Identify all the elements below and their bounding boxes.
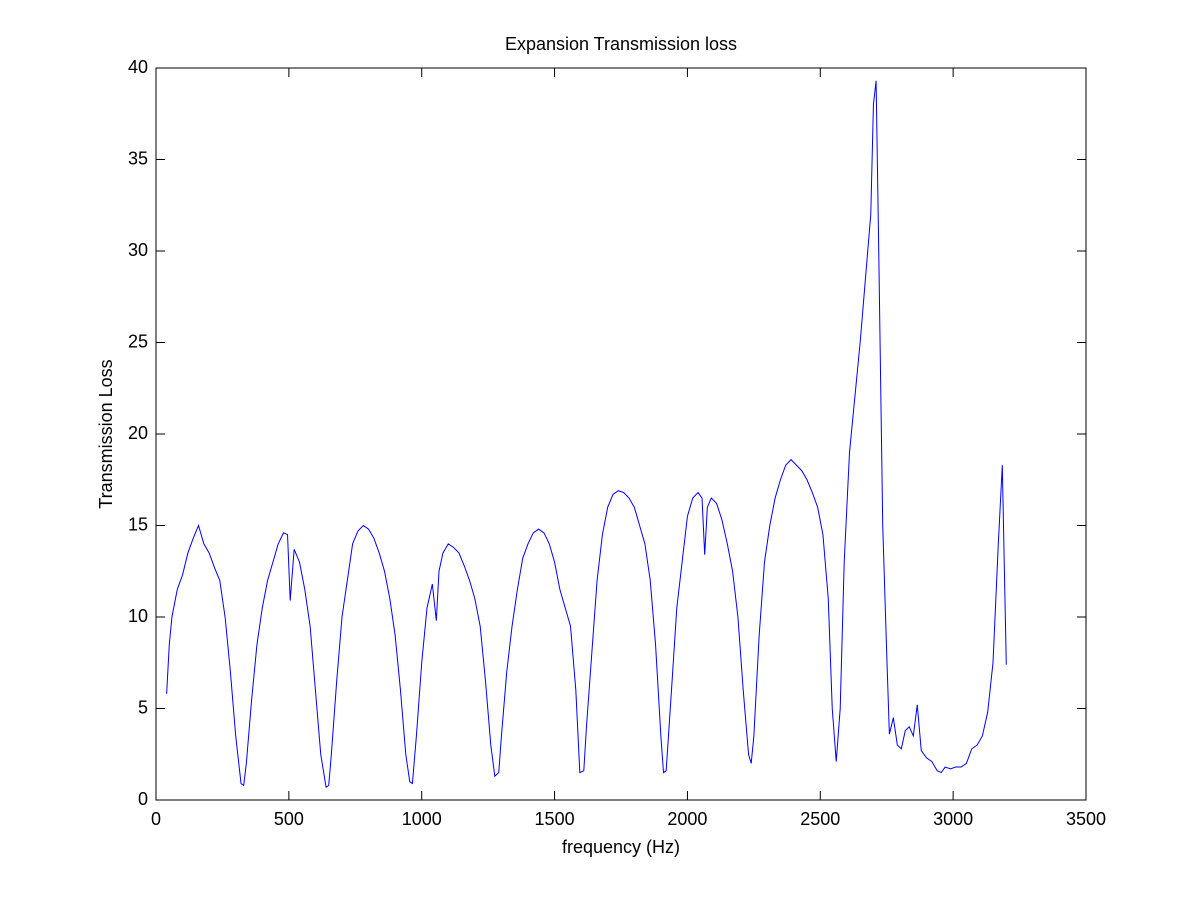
- data-line: [166, 80, 1007, 789]
- x-tick-label: 1500: [535, 809, 575, 829]
- x-tick-label: 3000: [933, 809, 973, 829]
- x-tick-label: 3500: [1066, 809, 1106, 829]
- chart-title: Expansion Transmission loss: [505, 34, 737, 54]
- y-tick-label: 0: [138, 789, 148, 809]
- y-tick-label: 35: [128, 148, 148, 168]
- x-tick-label: 0: [151, 809, 161, 829]
- y-tick-label: 40: [128, 57, 148, 77]
- x-axis-label: frequency (Hz): [562, 837, 680, 857]
- y-tick-label: 30: [128, 240, 148, 260]
- y-tick-label: 20: [128, 423, 148, 443]
- y-tick-label: 10: [128, 606, 148, 626]
- x-tick-label: 500: [274, 809, 304, 829]
- y-tick-label: 25: [128, 331, 148, 351]
- x-tick-label: 2500: [800, 809, 840, 829]
- x-tick-label: 1000: [402, 809, 442, 829]
- y-axis-label: Transmission Loss: [96, 359, 116, 508]
- y-tick-label: 15: [128, 514, 148, 534]
- x-tick-label: 2000: [667, 809, 707, 829]
- y-tick-label: 5: [138, 697, 148, 717]
